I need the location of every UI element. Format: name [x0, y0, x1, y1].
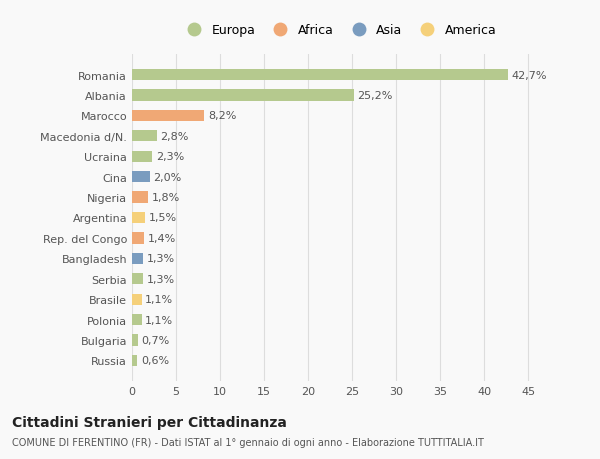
Text: 1,5%: 1,5%: [149, 213, 177, 223]
Text: 0,6%: 0,6%: [141, 356, 169, 365]
Text: 2,8%: 2,8%: [160, 132, 188, 141]
Text: COMUNE DI FERENTINO (FR) - Dati ISTAT al 1° gennaio di ogni anno - Elaborazione : COMUNE DI FERENTINO (FR) - Dati ISTAT al…: [12, 437, 484, 447]
Bar: [132, 192, 148, 203]
Text: 42,7%: 42,7%: [512, 71, 547, 80]
Text: 1,3%: 1,3%: [147, 254, 175, 264]
Bar: [132, 294, 142, 305]
Bar: [132, 335, 138, 346]
Bar: [132, 151, 152, 162]
Text: Cittadini Stranieri per Cittadinanza: Cittadini Stranieri per Cittadinanza: [12, 415, 287, 429]
Bar: [132, 355, 137, 366]
Bar: [132, 111, 204, 122]
Text: 1,1%: 1,1%: [145, 315, 173, 325]
Text: 0,7%: 0,7%: [142, 335, 170, 345]
Bar: [132, 172, 149, 183]
Bar: [132, 70, 508, 81]
Text: 1,1%: 1,1%: [145, 295, 173, 304]
Bar: [132, 131, 157, 142]
Text: 8,2%: 8,2%: [208, 111, 236, 121]
Bar: [132, 90, 354, 101]
Text: 2,3%: 2,3%: [156, 152, 184, 162]
Text: 1,8%: 1,8%: [151, 193, 179, 203]
Bar: [132, 233, 145, 244]
Text: 1,3%: 1,3%: [147, 274, 175, 284]
Legend: Europa, Africa, Asia, America: Europa, Africa, Asia, America: [176, 19, 502, 42]
Text: 25,2%: 25,2%: [358, 91, 393, 101]
Text: 2,0%: 2,0%: [153, 172, 181, 182]
Bar: [132, 213, 145, 224]
Text: 1,4%: 1,4%: [148, 233, 176, 243]
Bar: [132, 274, 143, 285]
Bar: [132, 314, 142, 325]
Bar: [132, 253, 143, 264]
